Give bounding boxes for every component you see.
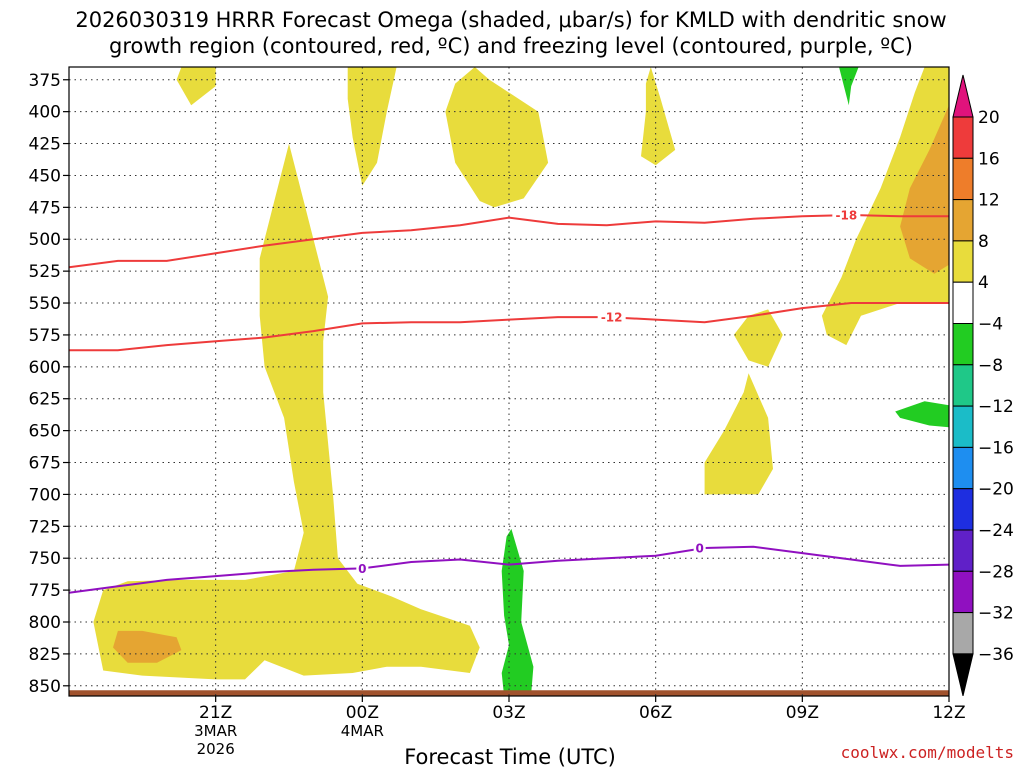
y-tick-label: 600 <box>29 358 61 378</box>
colorbar-swatch <box>952 157 974 201</box>
colorbar-swatch <box>952 281 974 325</box>
omega-4to8-mid-b <box>704 373 773 495</box>
freezing-0-label: 0 <box>695 542 703 556</box>
omega-4to8-right <box>821 67 949 346</box>
y-tick-label: 725 <box>29 517 61 537</box>
colorbar-swatch <box>952 116 974 159</box>
y-tick-label: 450 <box>29 166 61 186</box>
y-tick-label: 700 <box>29 485 61 505</box>
x-tick-sublabel: 2026 <box>197 740 235 758</box>
colorbar-swatch <box>952 199 974 242</box>
y-tick-label: 400 <box>29 103 61 123</box>
contour-layer: -18 -12 0 0 <box>69 208 949 594</box>
grid-layer <box>69 67 950 696</box>
y-tick-label: 675 <box>29 454 61 474</box>
colorbar-label: −16 <box>978 438 1014 458</box>
colorbar: 20 16 12 8 4 −4 −8 −12 −16 −20 −24 −28 −32 −36 <box>952 74 1014 697</box>
y-tick-label: 550 <box>29 294 61 314</box>
colorbar-label: −12 <box>978 397 1014 417</box>
colorbar-swatch <box>952 323 974 366</box>
freezing-0-line <box>69 545 949 594</box>
x-tick-label: 09Z <box>786 703 819 723</box>
omega-4to8-mid-a <box>733 309 783 367</box>
colorbar-swatch <box>952 364 974 407</box>
colorbar-label: −36 <box>978 645 1014 665</box>
colorbar-swatch <box>952 240 974 283</box>
omega-4to8-top-a <box>176 67 216 106</box>
ground-layer <box>69 690 949 696</box>
omega-neg4to8-mid <box>895 401 949 428</box>
y-tick-label: 475 <box>29 198 61 218</box>
y-tick-label: 500 <box>29 230 61 250</box>
omega-neg4to8-03Z <box>501 528 534 696</box>
y-tick-label: 850 <box>29 677 61 697</box>
x-tick-label: 12Z <box>932 703 965 723</box>
credit-label: coolwx.com/modelts <box>841 743 1014 762</box>
y-tick-label: 625 <box>29 390 61 410</box>
dgz-18-label-bg <box>832 208 861 222</box>
y-tick-label: 575 <box>29 326 61 346</box>
colorbar-label: −24 <box>978 521 1014 541</box>
omega-16to20-right <box>986 67 993 201</box>
y-tick-label: 775 <box>29 581 61 601</box>
x-tick-sublabel: 4MAR <box>341 722 384 740</box>
colorbar-label: 12 <box>978 191 1000 211</box>
omega-4to8-top-c <box>445 67 549 208</box>
dgz-18-line <box>69 213 949 269</box>
colorbar-swatch <box>952 446 974 490</box>
y-axis: 375 400 425 450 475 500 525 550 575 600 625 650 675 7… <box>29 71 69 697</box>
omega-4to8-column <box>93 143 480 680</box>
colorbar-swatch <box>952 612 974 655</box>
dgz-12-label-bg <box>597 310 626 325</box>
colorbar-top-arrow <box>952 74 974 118</box>
x-tick-label: 00Z <box>346 703 379 723</box>
colorbar-label: 4 <box>978 273 989 293</box>
dgz-12-line <box>69 302 949 352</box>
x-axis-label: Forecast Time (UTC) <box>404 745 616 768</box>
colorbar-swatch <box>952 570 974 614</box>
freezing-0-label-bg <box>693 541 706 555</box>
omega-4to8-top-d <box>641 67 676 166</box>
colorbar-label: 20 <box>978 108 1000 128</box>
y-tick-label: 800 <box>29 613 61 633</box>
colorbar-label: −8 <box>978 356 1003 376</box>
y-tick-label: 425 <box>29 135 61 155</box>
colorbar-bottom-arrow <box>952 653 974 697</box>
dgz-18-label: -18 <box>835 209 857 223</box>
colorbar-label: 16 <box>978 149 1000 169</box>
freezing-0-label-bg <box>356 561 369 576</box>
x-tick-label: 21Z <box>199 703 232 723</box>
y-tick-label: 750 <box>29 549 61 569</box>
omega-8to12-lowblob <box>113 630 182 663</box>
colorbar-swatch <box>952 488 974 531</box>
omega-shading-layer <box>93 67 993 696</box>
x-tick-label: 03Z <box>492 703 525 723</box>
colorbar-label: −32 <box>978 604 1014 624</box>
omega-neg4to8-top <box>839 67 859 106</box>
colorbar-label: −28 <box>978 562 1014 582</box>
y-tick-label: 825 <box>29 645 61 665</box>
colorbar-swatch <box>952 405 974 448</box>
omega-4to8-top-b <box>347 67 397 186</box>
colorbar-label: −4 <box>978 315 1003 335</box>
freezing-0-label: 0 <box>358 562 366 576</box>
x-tick-label: 06Z <box>639 703 672 723</box>
chart-title-line1: 2026030319 HRRR Forecast Omega (shaded, … <box>75 8 946 32</box>
y-tick-label: 525 <box>29 262 61 282</box>
ground-strip <box>69 690 949 696</box>
dgz-12-label: -12 <box>601 311 623 325</box>
colorbar-label: 8 <box>978 232 989 252</box>
y-tick-label: 650 <box>29 422 61 442</box>
omega-8to12-right <box>900 105 949 274</box>
y-tick-label: 375 <box>29 71 61 91</box>
colorbar-swatch <box>952 529 974 572</box>
chart-title-line2: growth region (contoured, red, ºC) and f… <box>109 34 913 58</box>
x-tick-sublabel: 3MAR <box>194 722 237 740</box>
colorbar-label: −20 <box>978 480 1014 500</box>
